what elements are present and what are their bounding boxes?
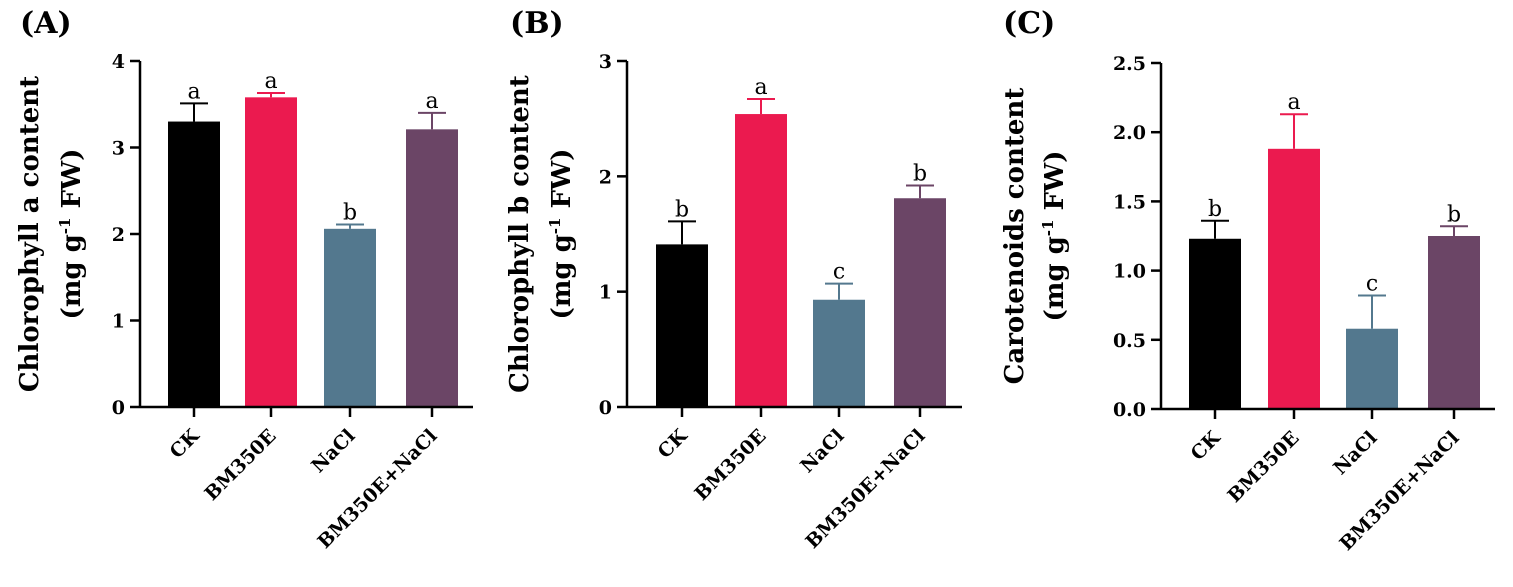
y-axis-label: Chlorophyll a content [15,76,45,392]
y-tick-label: 0 [599,397,612,419]
x-tick-label: CK [1187,426,1226,465]
bar [1189,238,1241,409]
y-tick-label: 0 [112,397,125,419]
x-tick-label: CK [654,424,693,463]
bar [656,244,708,407]
y-axis-label: Carotenoids content [1000,88,1030,385]
x-tick-label: BM350E [1223,427,1303,507]
y-unit-superscript: -1 [56,218,74,235]
bar [735,114,787,407]
bar [894,198,946,407]
significance-letter: b [343,200,357,225]
significance-letter: b [1208,197,1222,222]
x-tick-label: CK [166,424,205,463]
y-tick-label: 3 [599,51,612,73]
y-unit-superscript: -1 [1039,220,1057,237]
y-tick-label: 3 [112,138,125,160]
y-tick-label: 1.0 [1113,261,1146,283]
bar [245,97,297,407]
significance-letter: b [675,197,689,222]
chart-panel: (C) Carotenoids content (mg g-1 FW) b CK a BM3… [1000,6,1495,555]
x-tick-label: BM350E [200,425,280,505]
y-axis-label: Chlorophyll b content [505,75,535,393]
bar [406,129,458,407]
significance-letter: c [1366,272,1378,297]
y-tick-label: 2.0 [1113,122,1146,144]
significance-letter: a [425,89,438,114]
chart-panel: (A) Chlorophyll a content (mg g-1 FW) a CK a B… [15,6,473,553]
chart-panel: (B) Chlorophyll b content (mg g-1 FW) b CK a B… [505,6,962,553]
y-tick-label: 0.5 [1113,330,1146,352]
y-tick-label: 2 [112,224,125,246]
y-unit-part: (mg g [57,234,87,319]
y-axis-unit-label: (mg g-1 FW) [546,149,577,320]
significance-letter: a [187,79,200,104]
x-tick-label: NaCl [1329,427,1381,479]
significance-letter: b [1447,202,1461,227]
y-unit-part: FW) [547,149,577,218]
y-tick-label: 1 [599,282,612,304]
y-tick-label: 2.5 [1113,53,1146,75]
y-tick-label: 2 [599,166,612,188]
x-tick-label: NaCl [307,425,359,477]
y-unit-superscript: -1 [546,218,564,235]
y-axis-unit-label: (mg g-1 FW) [1039,151,1070,322]
y-unit-part: (mg g [547,234,577,319]
panel-label: (C) [1003,6,1055,41]
x-tick-label: BM350E [690,425,770,505]
significance-letter: a [1287,90,1300,115]
bar [324,228,376,407]
bar [813,299,865,407]
panel-label: (B) [510,6,564,41]
y-tick-label: 1.5 [1113,191,1146,213]
bar [1428,236,1480,409]
bar [168,121,220,408]
x-tick-label: NaCl [796,425,848,477]
y-axis-unit-label: (mg g-1 FW) [56,149,87,320]
bar [1268,148,1320,410]
y-tick-label: 0.0 [1113,399,1146,421]
y-unit-part: FW) [1040,151,1070,220]
y-unit-part: (mg g [1040,236,1070,321]
significance-letter: a [264,69,277,94]
significance-letter: a [754,75,767,100]
y-tick-label: 4 [112,51,125,73]
bar [1346,328,1398,409]
y-unit-part: FW) [57,149,87,218]
significance-letter: c [833,260,845,285]
panel-label: (A) [20,6,72,41]
significance-letter: b [913,162,927,187]
y-tick-label: 1 [112,311,125,333]
